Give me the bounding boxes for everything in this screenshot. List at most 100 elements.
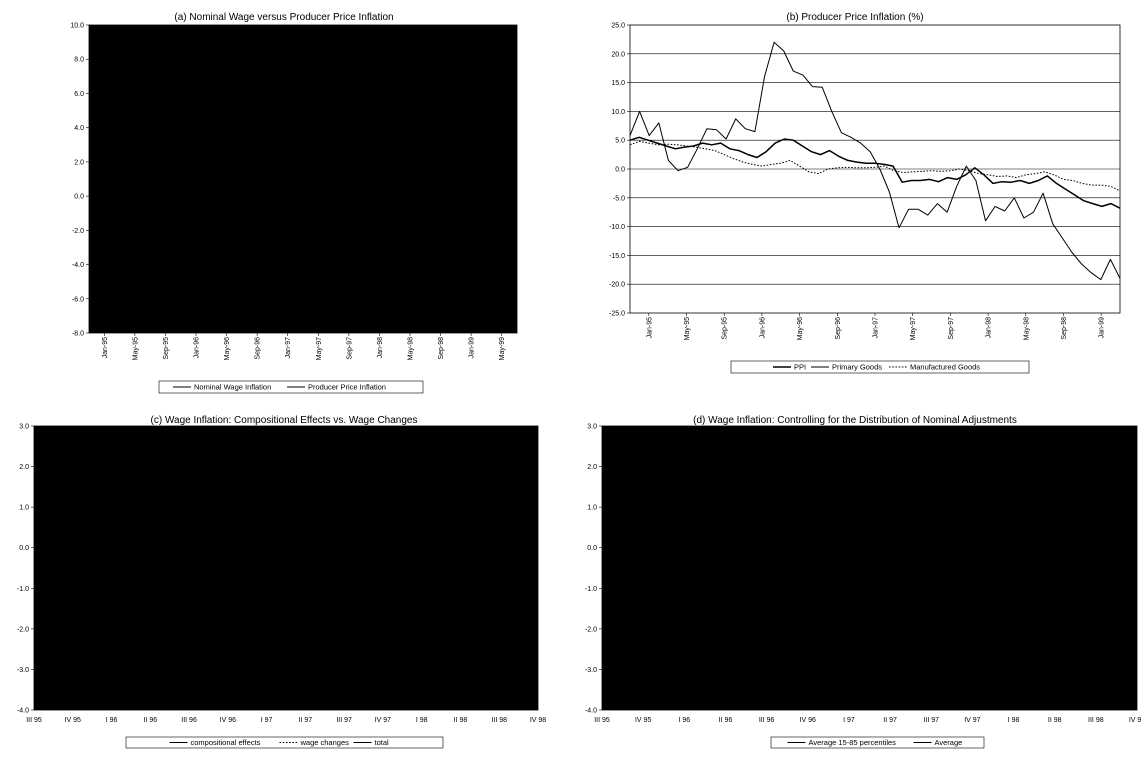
chart-c-ytick-label: 1.0 <box>19 505 29 512</box>
chart-d-xtick-label: IV 96 <box>800 717 816 724</box>
chart-b-legend-label: Primary Goods <box>832 363 882 372</box>
chart-b-xtick-label: Jan-95 <box>646 317 653 339</box>
chart-b-ytick-label: 0.0 <box>615 167 625 174</box>
chart-c: (c) Wage Inflation: Compositional Effect… <box>8 410 568 776</box>
chart-c-xtick-label: II 96 <box>143 717 157 724</box>
chart-b-ytick-label: -5.0 <box>613 195 625 202</box>
chart-b-xtick-label: Sep-97 <box>948 317 955 340</box>
chart-b-legend-label: Manufactured Goods <box>910 363 980 372</box>
chart-b-ytick-label: -20.0 <box>609 282 625 289</box>
chart-b: (b) Producer Price Inflation (%) 25.0 20.0… <box>575 5 1135 397</box>
chart-a-ytick-label: -8.0 <box>72 331 84 338</box>
chart-c-xtick-label: III 97 <box>336 717 352 724</box>
chart-d-xtick-label: II 96 <box>719 717 733 724</box>
chart-c-xtick-label: II 97 <box>299 717 313 724</box>
chart-b-xtick-label: May-97 <box>910 317 917 340</box>
chart-d-title: (d) Wage Inflation: Controlling for the … <box>693 415 1017 426</box>
chart-b-title: (b) Producer Price Inflation (%) <box>786 12 923 23</box>
chart-c-ytick-label: -2.0 <box>17 626 29 633</box>
chart-b-ytick-label: 15.0 <box>611 80 625 87</box>
chart-d-legend: Average 15-85 percentiles Average <box>770 736 985 749</box>
chart-a-ytick-label: 10.0 <box>70 23 84 30</box>
chart-d-xtick-label: II 98 <box>1048 717 1062 724</box>
chart-c-xtick-label: III 98 <box>491 717 507 724</box>
chart-a-xtick-label: Jan-96 <box>194 337 201 359</box>
chart-b-xtick-label: Jan-99 <box>1099 317 1106 339</box>
chart-d-xtick-label: III 96 <box>759 717 775 724</box>
chart-b-xtick-label: Jan-96 <box>759 317 766 339</box>
chart-c-ytick-label: -4.0 <box>17 708 29 715</box>
chart-b-xtick-label: Sep-98 <box>1061 317 1068 340</box>
chart-c-xtick-label: IV 97 <box>375 717 391 724</box>
chart-d-xtick-label: III 95 <box>594 717 610 724</box>
chart-a-xtick-label: May-95 <box>132 337 139 360</box>
chart-b-legend-label: PPI <box>794 363 806 372</box>
chart-b-legend-box <box>730 360 1030 374</box>
chart-d-ytick-label: -3.0 <box>585 667 597 674</box>
chart-a-xtick-label: Jan-95 <box>102 337 109 359</box>
chart-d-legend-label: Average <box>935 738 963 747</box>
chart-b-ytick-label: 20.0 <box>611 51 625 58</box>
chart-c-ytick-label: 2.0 <box>19 464 29 471</box>
chart-a-xtick-label: Jan-98 <box>377 337 384 359</box>
chart-c-xtick-label: IV 98 <box>530 717 546 724</box>
chart-d-ytick-label: 2.0 <box>587 464 597 471</box>
chart-d-ytick-label: -2.0 <box>585 626 597 633</box>
chart-d-xtick-label: II 97 <box>883 717 897 724</box>
chart-d-xtick-label: I 97 <box>843 717 855 724</box>
chart-d: (d) Wage Inflation: Controlling for the … <box>575 410 1141 776</box>
chart-a-legend-label: Nominal Wage Inflation <box>194 383 271 392</box>
chart-b-legend: PPI Primary Goods Manufactured Goods <box>730 360 1030 374</box>
chart-d-ytick-label: 1.0 <box>587 505 597 512</box>
chart-c-legend-box <box>125 736 444 749</box>
chart-b-series-line-2 <box>629 140 1121 192</box>
chart-b-series-line-0 <box>629 136 1121 209</box>
chart-c-xtick-label: IV 96 <box>220 717 236 724</box>
chart-b-xtick-label: May-95 <box>684 317 691 340</box>
chart-b-ytick-label: 5.0 <box>615 138 625 145</box>
chart-a: (a) Nominal Wage versus Producer Price I… <box>8 5 568 397</box>
chart-a-xtick-label: Jan-99 <box>469 337 476 359</box>
chart-d-xtick-label: I 96 <box>678 717 690 724</box>
chart-a-plot-area <box>88 24 518 334</box>
chart-b-ytick-label: -15.0 <box>609 253 625 260</box>
chart-d-legend-label: Average 15-85 percentiles <box>809 738 897 747</box>
chart-a-xtick-label: Sep-96 <box>255 337 262 360</box>
chart-d-xtick-label: IV 97 <box>964 717 980 724</box>
chart-a-legend: Nominal Wage Inflation Producer Price Inf… <box>158 380 424 394</box>
chart-d-ytick-label: 0.0 <box>587 545 597 552</box>
chart-b-xtick-label: Jan-97 <box>873 317 880 339</box>
chart-b-xtick-label: Jan-98 <box>986 317 993 339</box>
chart-d-legend-box <box>770 736 985 749</box>
chart-a-ytick-label: -2.0 <box>72 228 84 235</box>
chart-a-ytick-label: 2.0 <box>74 159 84 166</box>
chart-c-ytick-label: -3.0 <box>17 667 29 674</box>
chart-a-xtick-label: May-99 <box>499 337 506 360</box>
chart-a-ytick-label: 0.0 <box>74 194 84 201</box>
chart-d-ytick-label: 3.0 <box>587 424 597 431</box>
chart-a-xtick-label: Sep-98 <box>438 337 445 360</box>
chart-c-title: (c) Wage Inflation: Compositional Effect… <box>151 415 418 426</box>
chart-b-xtick-label: Sep-96 <box>835 317 842 340</box>
chart-c-legend-label: wage changes <box>300 738 350 747</box>
chart-b-xtick-label: May-98 <box>1023 317 1030 340</box>
chart-c-legend-label: compositional effects <box>191 738 261 747</box>
chart-a-ytick-label: 6.0 <box>74 91 84 98</box>
chart-c-xtick-label: III 95 <box>26 717 42 724</box>
chart-c-xtick-label: IV 95 <box>65 717 81 724</box>
chart-c-xtick-label: III 96 <box>181 717 197 724</box>
chart-a-xtick-label: May-96 <box>224 337 231 360</box>
chart-d-ytick-label: -1.0 <box>585 586 597 593</box>
chart-a-xtick-label: Jan-97 <box>285 337 292 359</box>
chart-a-ytick-label: -4.0 <box>72 262 84 269</box>
chart-c-legend: compositional effects wage changes total <box>125 736 444 749</box>
chart-a-ytick-label: 4.0 <box>74 125 84 132</box>
chart-b-xtick-label: May-96 <box>797 317 804 340</box>
chart-c-plot-area <box>33 425 539 711</box>
chart-d-xtick-label: IV 95 <box>635 717 651 724</box>
chart-c-xtick-label: II 98 <box>454 717 468 724</box>
chart-c-xtick-label: I 97 <box>261 717 273 724</box>
chart-a-legend-label: Producer Price Inflation <box>308 383 386 392</box>
chart-a-xtick-label: May-97 <box>316 337 323 360</box>
